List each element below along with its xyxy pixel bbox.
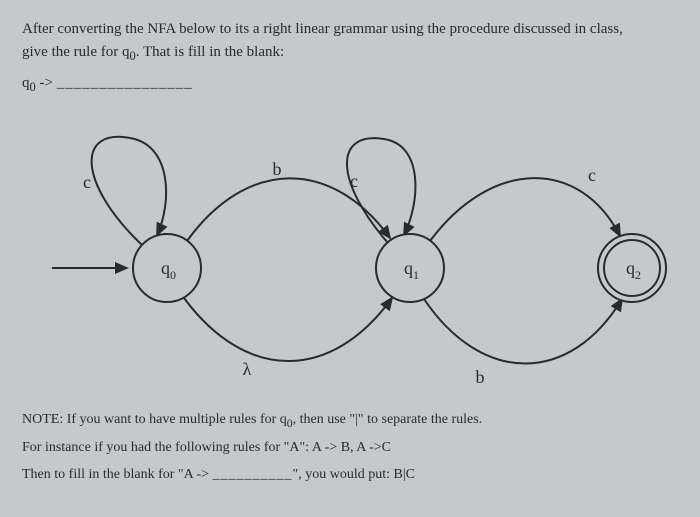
edge-label-4: c [588, 165, 596, 185]
edge-5 [424, 299, 622, 364]
fill-blank-prompt: q0 -> ________________ [22, 75, 678, 95]
prompt-arrow: -> [36, 75, 57, 91]
note-line2: For instance if you had the following ru… [22, 440, 391, 455]
edge-4 [430, 178, 620, 241]
note-line3b: ", you would put: B|C [293, 467, 415, 482]
prompt-var: q [22, 75, 30, 91]
edge-label-1: b [273, 159, 282, 179]
edge-3 [184, 298, 392, 361]
nfa-diagram: cbcλcbq0q1q2 [22, 103, 682, 403]
question-text: After converting the NFA below to its a … [22, 18, 678, 65]
edge-0 [92, 137, 166, 245]
note-line1b: , then use "|" to separate the rules. [293, 412, 483, 427]
note-line3a: Then to fill in the blank for "A -> [22, 467, 213, 482]
nfa-svg: cbcλcbq0q1q2 [22, 103, 682, 403]
note-block: NOTE: If you want to have multiple rules… [22, 407, 678, 488]
edge-label-0: c [83, 172, 91, 192]
edge-label-2: c [350, 171, 358, 191]
blank-dashes: ________________ [57, 75, 193, 91]
edge-1 [187, 179, 390, 242]
question-line2b: . That is fill in the blank: [136, 44, 284, 60]
note-line1a: NOTE: If you want to have multiple rules… [22, 412, 287, 427]
edge-label-3: λ [243, 359, 252, 379]
question-line1: After converting the NFA below to its a … [22, 21, 623, 37]
edge-label-5: b [476, 367, 485, 387]
question-line2a: give the rule for q [22, 44, 129, 60]
note-line3-dash: __________ [213, 467, 293, 482]
